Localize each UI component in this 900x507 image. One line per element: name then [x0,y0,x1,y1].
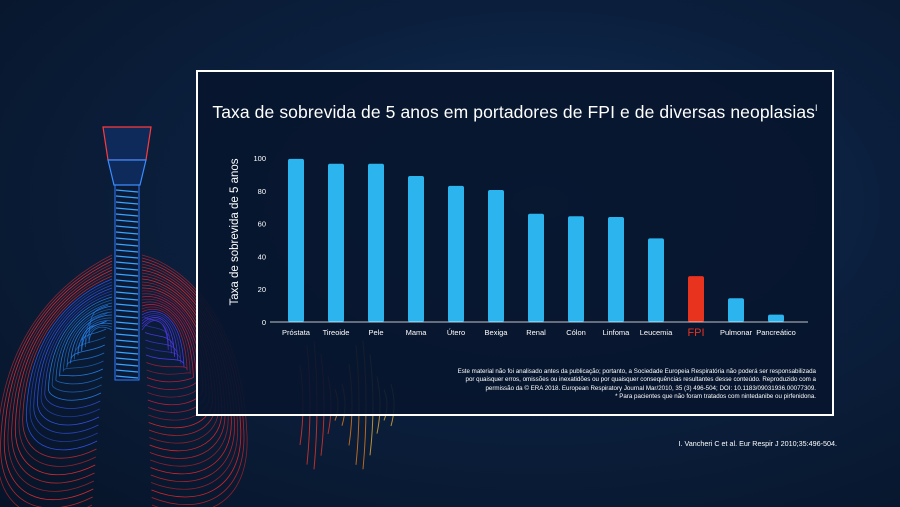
note-line: * Para pacientes que não foram tratados … [615,392,816,400]
title-superscript: I [815,103,818,114]
y-tick-label: 60 [258,220,266,229]
bar-próstata [288,158,304,322]
bar-útero [448,185,464,322]
note-line: permissão da © ERA 2018. European Respir… [485,384,816,392]
reference-citation: I. Vancheri C et al. Eur Respir J 2010;3… [678,439,837,448]
x-tick-label: Pele [368,328,383,337]
disclaimer-note: Este material não foi analisado antes da… [456,368,816,401]
y-tick-label: 80 [258,187,266,196]
x-tick-label: Tireoide [323,328,350,337]
bar-chart: Taxa de sobrevida de 5 anos 0 20 40 60 80 100… [229,154,808,339]
trachea [102,126,152,381]
y-tick-label: 40 [258,252,266,261]
bar-pele [368,163,384,322]
bar-tireoide [328,163,344,322]
bar-cólon [568,216,584,322]
bar-bexiga [488,189,504,322]
bar-linfoma [608,217,624,322]
x-tick-label: Próstata [282,328,311,337]
bar-pulmonar [728,298,744,322]
chart-frame: Taxa de sobrevida de 5 anos em portadore… [196,70,834,416]
x-tick-label: Renal [526,328,546,337]
x-tick-label: Cólon [566,328,586,337]
y-tick-label: 0 [262,318,266,327]
bar-mama [408,176,424,322]
x-tick-label: Pulmonar [720,328,753,337]
x-tick-label: Mama [406,328,428,337]
y-axis-label: Taxa de sobrevida de 5 anos [229,158,241,305]
bar-pancreático [768,314,784,322]
x-tick-label: Bexiga [485,328,509,337]
x-tick-label: Leucemia [640,328,673,337]
x-tick-label: Útero [447,328,465,337]
x-tick-label: Pancreático [756,328,796,337]
chart-title: Taxa de sobrevida de 5 anos em portadore… [212,102,818,122]
bar-leucemia [648,238,664,322]
y-tick-label: 20 [258,285,266,294]
x-tick-label: FPI [687,327,704,339]
bar-renal [528,213,544,322]
y-tick-label: 100 [253,154,266,163]
bar-fpi [688,276,704,322]
note-line: por quaisquer erros, omissões ou inexati… [465,376,817,384]
x-tick-label: Linfoma [603,328,631,337]
note-line: Este material não foi analisado antes da… [457,368,816,375]
